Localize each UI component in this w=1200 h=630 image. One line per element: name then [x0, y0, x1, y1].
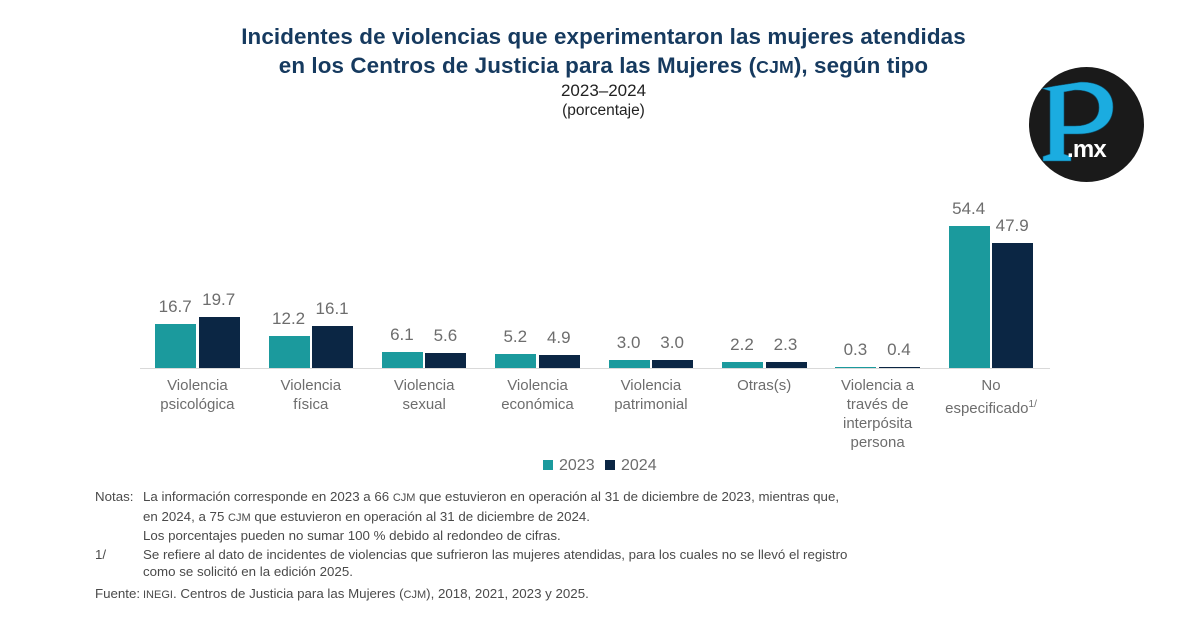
svg-text:.mx: .mx	[1067, 136, 1107, 163]
